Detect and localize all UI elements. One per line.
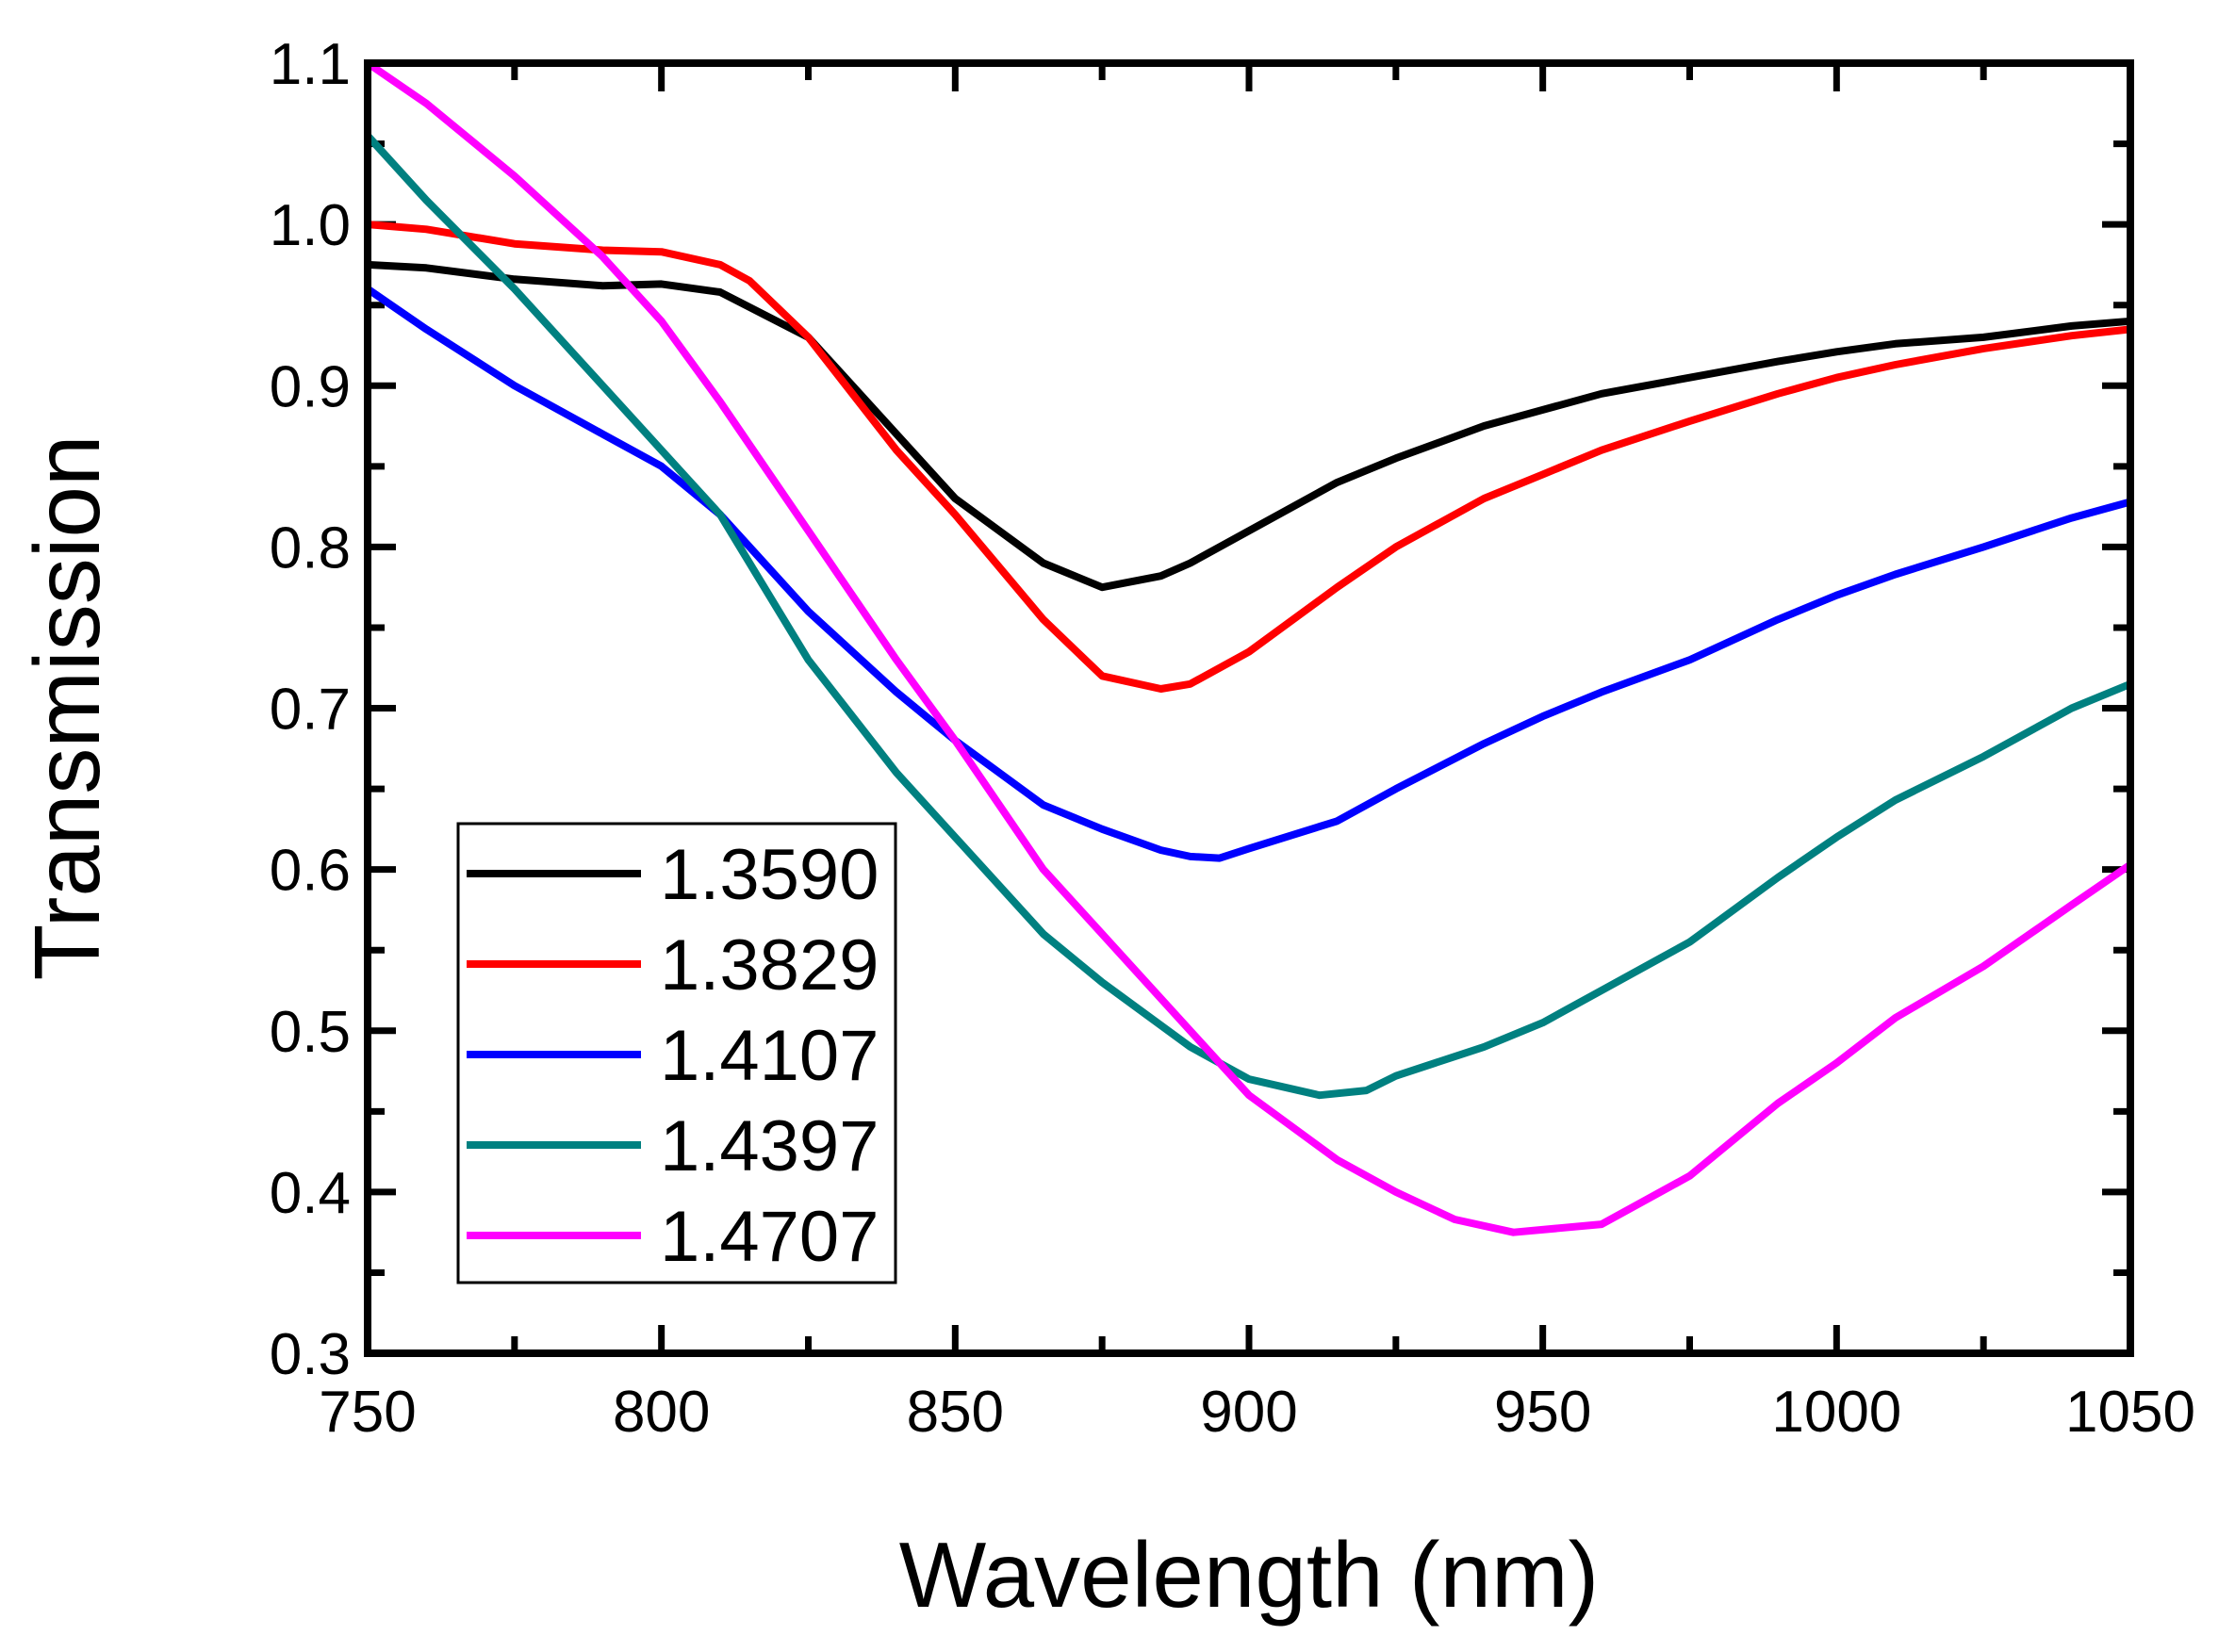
y-tick-label: 1.0 [270,193,351,258]
x-tick-label: 750 [319,1380,416,1445]
x-tick-label: 950 [1494,1380,1591,1445]
x-tick-label: 850 [907,1380,1004,1445]
legend-label: 1.4107 [660,1016,879,1096]
series-line-1.4107 [365,286,2132,862]
series-line-1.3829 [367,221,2131,693]
legend-label: 1.4707 [660,1197,879,1277]
y-tick-label: 0.7 [270,678,351,743]
x-tick-label: 1050 [2065,1380,2195,1445]
y-tick-label: 0.6 [270,839,351,904]
legend-label: 1.3829 [660,925,879,1006]
x-tick-label: 900 [1200,1380,1297,1445]
x-tick-label: 800 [613,1380,710,1445]
series-line-1.3590 [367,260,2131,592]
y-tick-label: 0.8 [270,515,351,581]
x-tick-label: 1000 [1771,1380,1901,1445]
legend-label: 1.4397 [660,1106,879,1186]
series-line-1.4397 [365,133,2132,1100]
y-tick-label: 0.3 [270,1322,351,1387]
y-tick-label: 0.9 [270,354,351,419]
y-tick-label: 0.4 [270,1161,351,1226]
y-axis-title: Transmission [15,434,119,980]
tick-labels: 750 800 850 900 950 1000 1050 0.3 0.4 0.5 0.6 0.7 0.… [270,32,2195,1445]
legend-label: 1.3590 [660,835,879,915]
y-tick-label: 1.1 [270,32,351,97]
plot-frame [364,59,2134,1357]
y-tick-label: 0.5 [270,1000,351,1065]
x-axis-title: Wavelength (nm) [899,1523,1600,1627]
series-line-1.4707 [365,59,2133,1236]
series-lines [365,59,2133,1236]
legend: 1.3590 1.3829 1.4107 1.4397 1.4707 [456,822,897,1284]
